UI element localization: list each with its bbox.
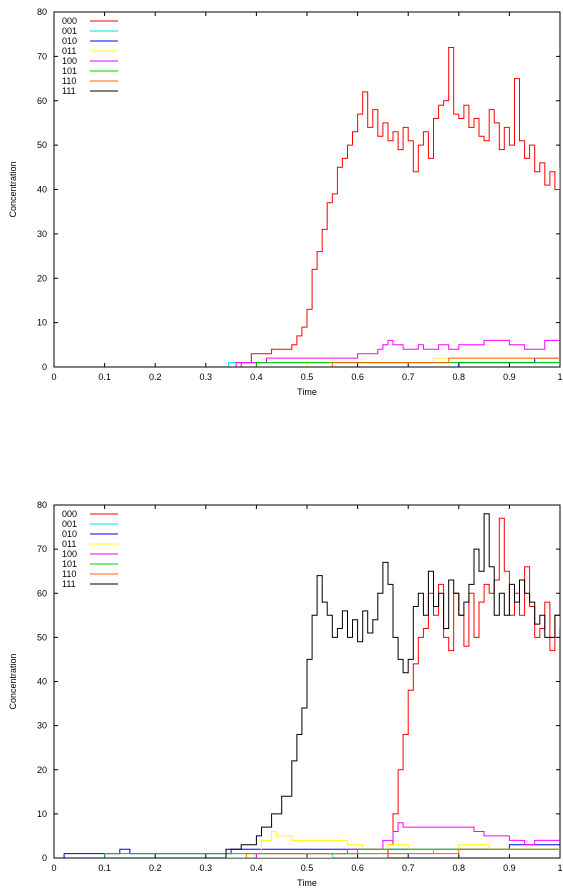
x-tick-label: 1 bbox=[557, 372, 562, 382]
y-tick-label: 20 bbox=[37, 273, 47, 283]
legend-label: 110 bbox=[62, 76, 76, 86]
x-tick-label: 0.5 bbox=[301, 863, 314, 873]
y-tick-label: 10 bbox=[37, 809, 47, 819]
x-tick-label: 0.9 bbox=[503, 372, 516, 382]
x-tick-label: 0.3 bbox=[200, 863, 213, 873]
x-tick-label: 0.4 bbox=[250, 863, 263, 873]
y-tick-label: 20 bbox=[37, 765, 47, 775]
x-tick-label: 0.5 bbox=[301, 372, 314, 382]
x-tick-label: 0.4 bbox=[250, 372, 263, 382]
legend-label: 000 bbox=[62, 16, 77, 26]
series-line-101 bbox=[54, 362, 560, 367]
y-tick-label: 80 bbox=[37, 7, 47, 17]
legend-label: 010 bbox=[62, 529, 77, 539]
x-tick-label: 0 bbox=[51, 863, 56, 873]
legend-label: 110 bbox=[62, 569, 76, 579]
x-axis-label: Time bbox=[297, 878, 317, 888]
y-axis-label: Concentration bbox=[8, 161, 18, 217]
series-group bbox=[54, 47, 560, 367]
legend-label: 001 bbox=[62, 26, 77, 36]
y-tick-label: 30 bbox=[37, 721, 47, 731]
series-line-000 bbox=[54, 47, 560, 367]
y-tick-label: 10 bbox=[37, 318, 47, 328]
x-tick-label: 0.6 bbox=[351, 863, 364, 873]
y-tick-label: 50 bbox=[37, 632, 47, 642]
legend-label: 011 bbox=[62, 539, 76, 549]
legend-label: 000 bbox=[62, 509, 77, 519]
legend-label: 100 bbox=[62, 56, 77, 66]
legend-label: 111 bbox=[62, 86, 76, 96]
legend-label: 101 bbox=[62, 66, 77, 76]
y-tick-label: 80 bbox=[37, 500, 47, 510]
x-tick-label: 0.3 bbox=[200, 372, 213, 382]
y-tick-label: 50 bbox=[37, 140, 47, 150]
y-tick-label: 0 bbox=[42, 362, 47, 372]
y-tick-label: 70 bbox=[37, 544, 47, 554]
y-tick-label: 40 bbox=[37, 677, 47, 687]
series-line-100 bbox=[54, 822, 560, 858]
y-tick-label: 60 bbox=[37, 588, 47, 598]
y-tick-label: 60 bbox=[37, 96, 47, 106]
x-tick-label: 0.8 bbox=[453, 372, 466, 382]
x-tick-label: 0.1 bbox=[98, 863, 111, 873]
x-tick-label: 1 bbox=[557, 863, 562, 873]
x-tick-label: 0.7 bbox=[402, 372, 415, 382]
legend-label: 001 bbox=[62, 519, 77, 529]
legend-label: 100 bbox=[62, 549, 77, 559]
x-tick-label: 0 bbox=[51, 372, 56, 382]
legend-label: 101 bbox=[62, 559, 77, 569]
series-line-111 bbox=[54, 513, 560, 858]
y-tick-label: 40 bbox=[37, 185, 47, 195]
x-axis-label: Time bbox=[297, 387, 317, 397]
legend-label: 011 bbox=[62, 46, 76, 56]
legend-label: 010 bbox=[62, 36, 77, 46]
x-tick-label: 0.2 bbox=[149, 863, 162, 873]
series-group bbox=[54, 513, 560, 858]
x-tick-label: 0.6 bbox=[351, 372, 364, 382]
series-line-100 bbox=[54, 339, 560, 367]
legend-label: 111 bbox=[62, 579, 76, 589]
series-line-110 bbox=[54, 848, 560, 858]
y-axis-label: Concentration bbox=[8, 653, 18, 709]
x-tick-label: 0.8 bbox=[453, 863, 466, 873]
y-tick-label: 0 bbox=[42, 853, 47, 863]
x-tick-label: 0.1 bbox=[98, 372, 111, 382]
x-tick-label: 0.2 bbox=[149, 372, 162, 382]
series-line-000 bbox=[54, 517, 560, 858]
x-tick-label: 0.7 bbox=[402, 863, 415, 873]
series-line-110 bbox=[54, 357, 560, 367]
y-tick-label: 70 bbox=[37, 51, 47, 61]
y-tick-label: 30 bbox=[37, 229, 47, 239]
x-tick-label: 0.9 bbox=[503, 863, 516, 873]
